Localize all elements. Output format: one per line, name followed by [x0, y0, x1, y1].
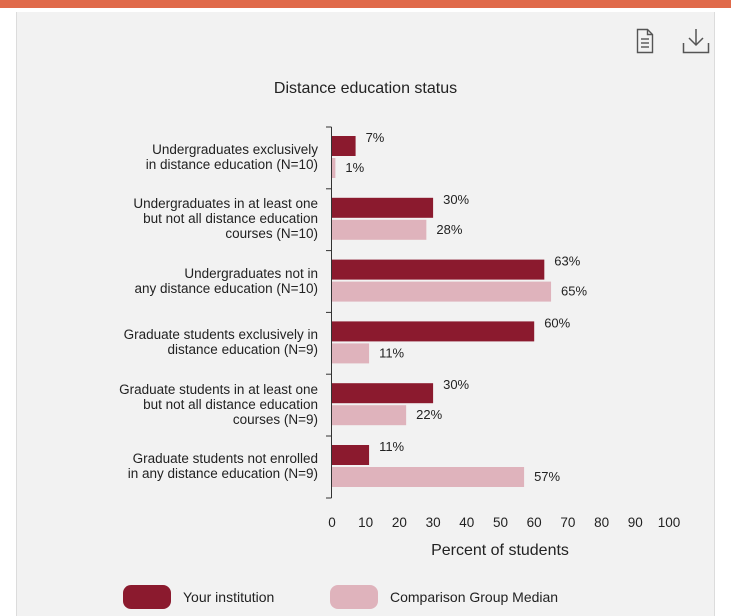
- x-tick-label: 10: [358, 515, 373, 530]
- legend-label-comparison: Comparison Group Median: [390, 589, 559, 605]
- category-label-line: but not all distance education: [143, 211, 318, 227]
- bar: [332, 383, 434, 404]
- bar: [332, 467, 525, 487]
- data-label: 30%: [443, 192, 469, 207]
- legend-item-comparison[interactable]: Comparison Group Median: [330, 583, 558, 611]
- data-label: 7%: [366, 130, 385, 145]
- x-tick-label: 60: [527, 515, 542, 530]
- data-label: 1%: [345, 160, 364, 175]
- chart-title: Distance education status: [273, 80, 458, 97]
- category-label-line: any distance education (N=10): [134, 280, 319, 296]
- x-tick-label: 40: [459, 515, 474, 530]
- bar: [332, 343, 370, 364]
- category-label-line: Undergraduates not in: [184, 265, 318, 281]
- bar: [332, 158, 336, 178]
- category-label-line: but not all distance education: [143, 396, 318, 412]
- data-label: 11%: [379, 439, 404, 454]
- category-label-line: Graduate students exclusively in: [123, 327, 318, 343]
- legend: Your institution Comparison Group Median: [0, 583, 731, 611]
- x-tick-label: 80: [594, 515, 609, 530]
- data-label: 65%: [561, 284, 587, 299]
- x-tick-label: 50: [493, 515, 508, 530]
- x-tick-label: 20: [392, 515, 407, 530]
- bar: [332, 259, 545, 280]
- category-label-line: distance education (N=9): [167, 342, 318, 358]
- bar: [332, 197, 434, 218]
- data-label: 11%: [379, 345, 404, 360]
- legend-swatch-your-institution: [123, 585, 171, 609]
- category-label: Undergraduates exclusively in distance ed…: [20, 142, 318, 172]
- x-tick-label: 0: [328, 515, 336, 530]
- data-label: 57%: [534, 469, 560, 484]
- bar: [332, 281, 552, 302]
- category-label: Graduate students not enrolled in any dis…: [20, 451, 318, 481]
- category-label: Graduate students in at least one but not…: [20, 382, 318, 427]
- download-icon: [682, 29, 710, 54]
- legend-item-your-institution[interactable]: Your institution: [123, 583, 274, 611]
- category-label-line: in distance education (N=10): [145, 157, 318, 172]
- document-icon: [636, 28, 654, 54]
- legend-swatch-comparison: [330, 585, 378, 609]
- category-label: Graduate students exclusively in distance…: [20, 327, 318, 357]
- data-label: 28%: [436, 222, 462, 237]
- bar: [332, 136, 356, 156]
- bar: [332, 219, 427, 240]
- legend-label-your-institution: Your institution: [183, 589, 275, 605]
- category-label-line: courses (N=9): [232, 411, 318, 427]
- data-label: 22%: [416, 407, 442, 422]
- x-tick-label: 100: [658, 515, 681, 530]
- view-data-button[interactable]: [636, 28, 654, 54]
- category-label-line: Graduate students in at least one: [119, 381, 318, 397]
- data-label: 30%: [443, 377, 469, 392]
- x-tick-label: 30: [426, 515, 441, 530]
- category-label-line: Graduate students not enrolled: [132, 451, 318, 466]
- top-accent-bar: [0, 0, 731, 8]
- bar: [332, 445, 370, 465]
- category-label: Undergraduates not in any distance educat…: [20, 265, 319, 296]
- x-axis-label: Percent of students: [431, 542, 569, 559]
- x-tick-label: 70: [560, 515, 575, 530]
- category-label: Undergraduates in at least one but not al…: [20, 196, 318, 241]
- category-label-line: Undergraduates in at least one: [133, 196, 318, 212]
- x-tick-label: 90: [628, 515, 643, 530]
- category-label-line: courses (N=10): [225, 226, 318, 242]
- download-button[interactable]: [682, 28, 710, 54]
- data-label: 63%: [554, 254, 580, 269]
- data-label: 60%: [544, 315, 570, 330]
- category-label-line: Undergraduates exclusively: [152, 142, 318, 157]
- bar: [332, 405, 407, 426]
- chart-panel: [16, 12, 715, 616]
- category-label-line: in any distance education (N=9): [127, 466, 318, 481]
- bar: [332, 321, 535, 342]
